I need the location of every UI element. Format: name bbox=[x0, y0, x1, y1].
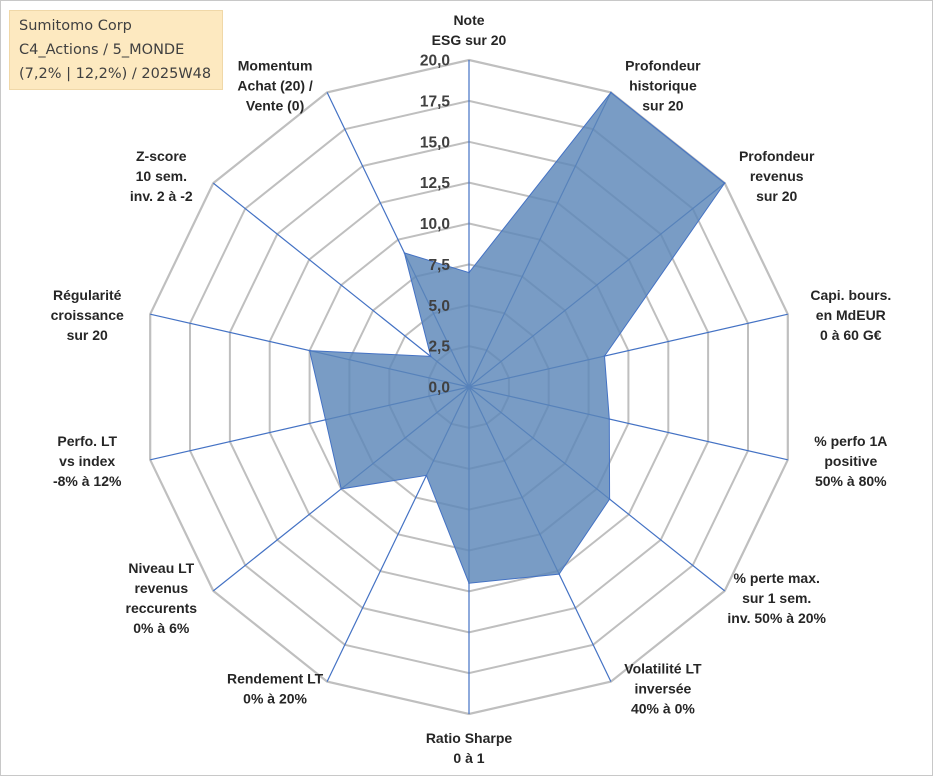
axis-label-line: ESG sur 20 bbox=[432, 32, 507, 48]
axis-label-line: positive bbox=[824, 453, 877, 469]
axis-label-line: Perfo. LT bbox=[57, 433, 117, 449]
axis-label-line: Ratio Sharpe bbox=[426, 730, 513, 746]
info-box: Sumitomo Corp C4_Actions / 5_MONDE (7,2%… bbox=[9, 10, 223, 90]
series-point bbox=[340, 488, 343, 490]
axis-label-line: Niveau LT bbox=[128, 560, 194, 576]
axis-label: Profondeur historique sur 20 bbox=[625, 57, 701, 113]
axis-label-line: Régularité bbox=[53, 287, 122, 303]
info-line-portfolio: C4_Actions / 5_MONDE bbox=[19, 42, 185, 58]
axis-label-line: % perte max. bbox=[734, 570, 820, 586]
tick-label: 17,5 bbox=[420, 93, 451, 110]
series-point bbox=[558, 573, 560, 575]
axis-label-line: inv. 2 à -2 bbox=[130, 188, 193, 204]
tick-label: 10,0 bbox=[420, 216, 450, 233]
axis-label-line: sur 20 bbox=[642, 97, 683, 113]
series-point bbox=[610, 91, 612, 94]
axis-label: Niveau LT revenus reccurents 0% à 6% bbox=[126, 560, 198, 636]
tick-label: 7,5 bbox=[428, 257, 450, 274]
axis-label-line: Profondeur bbox=[739, 148, 815, 164]
series-point bbox=[608, 498, 611, 500]
axis-label-line: Profondeur bbox=[625, 57, 701, 73]
info-line-company: Sumitomo Corp bbox=[19, 18, 132, 34]
axis-label-line: inv. 50% à 20% bbox=[727, 610, 826, 626]
axis-label-line: 0% à 6% bbox=[133, 620, 190, 636]
axis-label-line: Volatilité LT bbox=[624, 661, 702, 677]
axis-label-line: 0 à 1 bbox=[453, 750, 484, 766]
series-point bbox=[324, 418, 327, 421]
axis-label: Momentum Achat (20) / Vente (0) bbox=[237, 57, 313, 113]
axis-label: % perte max. sur 1 sem. inv. 50% à 20% bbox=[727, 570, 826, 626]
tick-label: 15,0 bbox=[420, 134, 450, 151]
axis-label-line: % perfo 1A bbox=[814, 433, 887, 449]
axis-label-line: revenus bbox=[750, 168, 804, 184]
axis-label: Ratio Sharpe 0 à 1 bbox=[426, 730, 513, 766]
series-point bbox=[308, 349, 311, 352]
series-point bbox=[608, 418, 611, 420]
series-area bbox=[308, 91, 726, 584]
axis-label: Rendement LT 0% à 20% bbox=[227, 671, 324, 707]
axis-label: Régularité croissance sur 20 bbox=[51, 287, 124, 343]
tick-label: 20,0 bbox=[420, 53, 450, 70]
axis-label: Profondeur revenus sur 20 bbox=[739, 148, 815, 204]
axis-label: Z-score 10 sem. inv. 2 à -2 bbox=[130, 148, 193, 204]
axis-label-line: 50% à 80% bbox=[815, 473, 887, 489]
axis-label-line: croissance bbox=[51, 307, 124, 323]
series-point bbox=[425, 474, 428, 477]
axis-label-line: sur 20 bbox=[67, 327, 108, 343]
axis-spoke bbox=[212, 182, 470, 388]
axis-label-line: Momentum bbox=[238, 57, 313, 73]
axis-label: Capi. bours. en MdEUR 0 à 60 G€ bbox=[810, 287, 891, 343]
radar-series bbox=[308, 91, 726, 584]
axis-label-line: sur 1 sem. bbox=[742, 590, 811, 606]
axis-label-line: reccurents bbox=[126, 600, 198, 616]
axis-label-line: Achat (20) / bbox=[237, 77, 313, 93]
axis-label-line: inversée bbox=[634, 681, 691, 697]
axis-label-line: vs index bbox=[59, 453, 115, 469]
tick-label: 5,0 bbox=[428, 298, 450, 315]
axis-label: Volatilité LT inversée 40% à 0% bbox=[624, 661, 702, 717]
tick-label: 12,5 bbox=[420, 175, 451, 192]
axis-label-line: Note bbox=[453, 12, 484, 28]
axis-label-line: Rendement LT bbox=[227, 671, 324, 687]
tick-label: 2,5 bbox=[428, 339, 450, 356]
info-line-period: (7,2% | 12,2%) / 2025W48 bbox=[19, 66, 212, 82]
tick-label: 0,0 bbox=[428, 380, 450, 397]
series-point bbox=[403, 252, 406, 254]
axis-label-line: -8% à 12% bbox=[53, 473, 122, 489]
series-point bbox=[468, 582, 470, 584]
axis-label-line: Capi. bours. bbox=[810, 287, 891, 303]
axis-label: Perfo. LT vs index -8% à 12% bbox=[53, 433, 122, 489]
axis-label-line: Vente (0) bbox=[246, 97, 304, 113]
axis-label-line: Z-score bbox=[136, 148, 187, 164]
series-point bbox=[429, 355, 432, 358]
axis-label-line: sur 20 bbox=[756, 188, 797, 204]
axis-label: % perfo 1A positive 50% à 80% bbox=[814, 433, 887, 489]
series-point bbox=[468, 271, 470, 274]
series-point bbox=[603, 355, 606, 357]
axis-label-line: 10 sem. bbox=[136, 168, 187, 184]
axis-label: Note ESG sur 20 bbox=[432, 12, 507, 48]
axis-label-line: 0% à 20% bbox=[243, 691, 307, 707]
axis-label-line: revenus bbox=[134, 580, 188, 596]
axis-label-line: 40% à 0% bbox=[631, 701, 695, 717]
series-point bbox=[723, 182, 726, 184]
axis-label-line: 0 à 60 G€ bbox=[820, 327, 882, 343]
axis-label-line: en MdEUR bbox=[816, 307, 886, 323]
axis-labels: Note ESG sur 20 Profondeur historique sur 20… bbox=[51, 12, 892, 766]
radial-tick-labels: 0,0 2,5 5,0 7,5 10,0 12,5 15,0 17,5 20,0 bbox=[420, 53, 451, 397]
axis-label-line: historique bbox=[629, 77, 697, 93]
